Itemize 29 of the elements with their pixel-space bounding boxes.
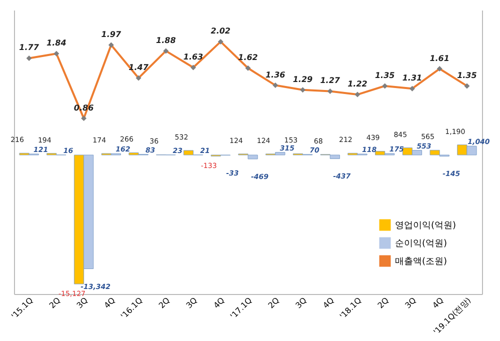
data-label: 1.29 <box>292 74 314 84</box>
x-tick-label: 4Q <box>212 296 226 310</box>
x-tick-label: 3Q <box>75 296 90 310</box>
data-label: 1.22 <box>348 80 368 89</box>
x-tick-label: 2Q <box>376 296 390 310</box>
legend-label: 영업이익(억원) <box>395 221 456 231</box>
data-label: 1.62 <box>238 53 258 62</box>
x-tick-label: 2Q <box>48 296 62 310</box>
data-label: 1.27 <box>320 76 340 86</box>
legend-label: 매출액(조원) <box>395 257 448 267</box>
x-tick-label: 3Q <box>403 296 418 310</box>
data-label: 1.63 <box>183 52 204 62</box>
data-label: 1.97 <box>101 30 122 40</box>
data-label: 1.35 <box>457 70 478 80</box>
data-label: 1.88 <box>156 36 176 45</box>
data-label: 1.77 <box>19 43 40 52</box>
data-label: 1.36 <box>265 70 286 80</box>
x-tick-label: 4Q <box>321 296 336 310</box>
data-label: 1.61 <box>430 54 450 63</box>
x-tick-label: 3Q <box>294 296 308 310</box>
x-tick-label: 3Q <box>184 296 199 310</box>
x-tick-label: 2Q <box>266 296 282 310</box>
x-tick-label: 4Q <box>102 296 117 310</box>
data-label: 1.35 <box>374 70 396 80</box>
data-label: 2.02 <box>210 26 231 36</box>
data-label: 1.84 <box>46 38 67 48</box>
legend-label: 순이익(억원) <box>395 239 448 249</box>
data-label: 1.31 <box>402 74 422 83</box>
x-tick-label: 2Q <box>157 296 172 310</box>
